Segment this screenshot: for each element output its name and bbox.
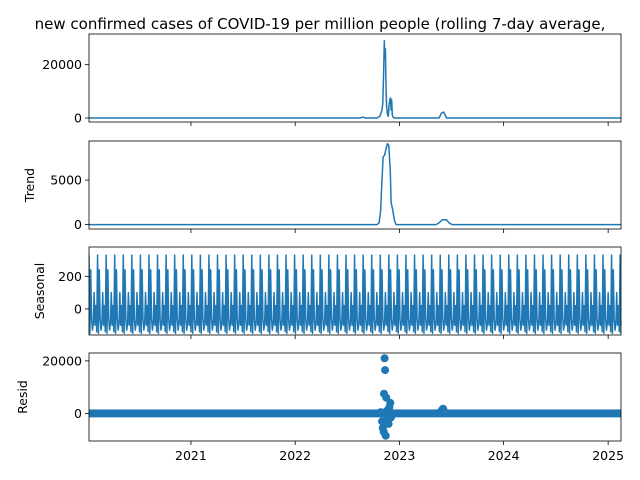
y-tick-label: 20000 <box>42 57 82 72</box>
panel-observed-frame <box>88 33 622 123</box>
resid-point <box>386 398 395 407</box>
panel-seasonal-marks <box>89 254 621 335</box>
x-tick-label: 2023 <box>383 448 415 463</box>
y-tick-label: 0 <box>74 301 82 316</box>
panel-trend: 0 5000 Trend <box>22 140 622 233</box>
x-tick-label: 2024 <box>488 448 520 463</box>
y-tick-label: 200 <box>58 269 82 284</box>
y-axis-label: Resid <box>15 380 30 414</box>
decomposition-panels: 0 20000 0 5000 Trend 0 200 Seasonal 0 20000 Resid 2… <box>15 33 624 463</box>
x-tick-label: 2022 <box>279 448 311 463</box>
x-tick-label: 2025 <box>592 448 624 463</box>
panel-seasonal-frame <box>88 246 622 336</box>
x-tick-label: 2021 <box>175 448 207 463</box>
resid-point <box>380 354 389 363</box>
panel-trend-marks <box>89 142 621 226</box>
panel-resid: 0 20000 Resid 2021 2022 2023 2024 2025 <box>15 352 624 463</box>
y-tick-label: 0 <box>74 217 82 232</box>
resid-point <box>384 419 393 428</box>
y-axis-label: Trend <box>22 168 37 203</box>
figure-title: new confirmed cases of COVID-19 per mill… <box>35 15 606 33</box>
y-tick-label: 5000 <box>50 173 82 188</box>
resid-baseline-points <box>89 409 621 418</box>
panel-trend-frame <box>88 140 622 230</box>
observed-series-line <box>89 39 621 119</box>
y-tick-label: 0 <box>74 406 82 421</box>
panel-resid-frame <box>88 352 622 442</box>
y-tick-label: 0 <box>74 111 82 126</box>
y-tick-label: 20000 <box>42 353 82 368</box>
resid-point <box>616 409 621 418</box>
resid-point <box>440 407 449 416</box>
resid-point <box>376 408 385 417</box>
resid-point <box>381 366 390 375</box>
resid-point <box>381 431 390 440</box>
seasonal-series-line <box>89 254 621 335</box>
trend-series-line <box>89 142 621 226</box>
resid-point <box>387 413 396 422</box>
y-axis-label: Seasonal <box>32 263 47 320</box>
panel-observed-marks <box>89 39 621 119</box>
panel-observed: 0 20000 <box>42 33 622 126</box>
panel-resid-marks <box>89 354 621 440</box>
panel-seasonal: 0 200 Seasonal <box>32 246 622 339</box>
